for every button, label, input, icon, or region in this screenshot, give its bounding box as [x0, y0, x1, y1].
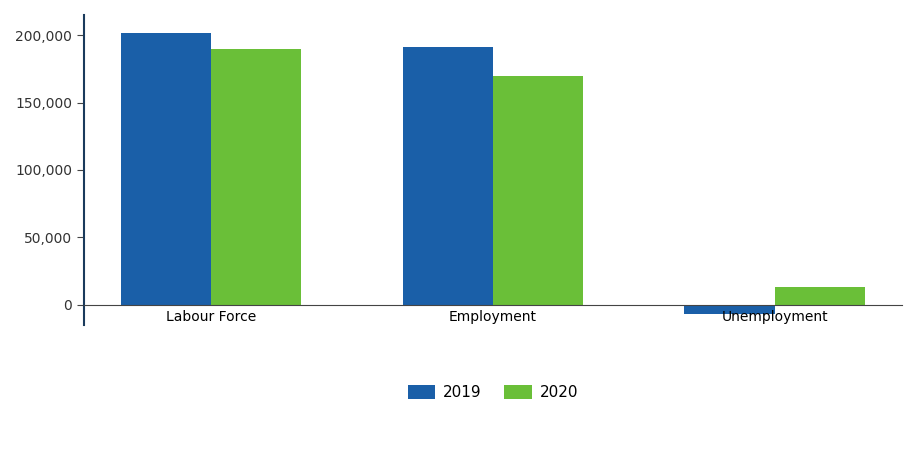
Legend: 2019, 2020: 2019, 2020: [402, 379, 584, 406]
Bar: [684, 305, 775, 314]
Bar: [493, 75, 583, 305]
Bar: [211, 48, 302, 305]
Bar: [403, 48, 493, 305]
Bar: [775, 287, 865, 305]
Bar: [121, 33, 211, 305]
